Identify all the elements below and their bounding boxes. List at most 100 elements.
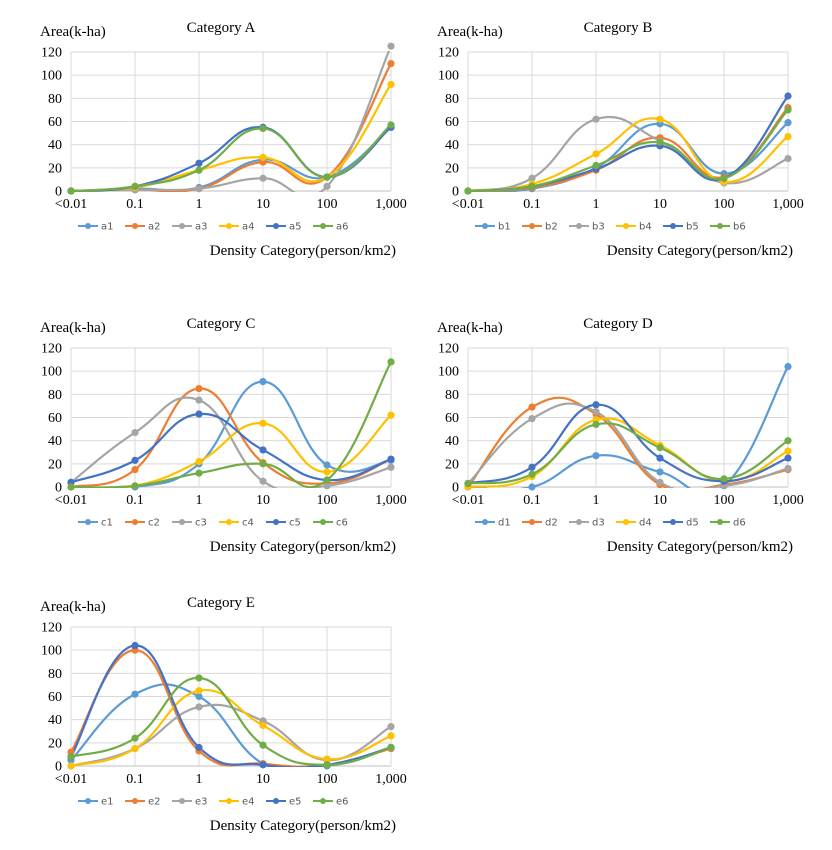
y-tick-label: 40	[48, 434, 62, 449]
y-tick-label: 40	[48, 138, 62, 153]
data-point-e5	[131, 641, 139, 650]
y-tick-label: 0	[452, 481, 459, 496]
legend-label: c4	[242, 518, 254, 529]
y-tick-label: 100	[41, 644, 62, 659]
data-point-c6	[67, 483, 75, 491]
legend-label: a6	[336, 222, 349, 233]
plot-area	[467, 366, 789, 488]
data-point-e4	[259, 721, 267, 730]
y-tick-label: 120	[438, 46, 459, 61]
data-point-a6	[259, 124, 267, 133]
series-line-c5	[70, 412, 392, 484]
data-point-c5	[259, 446, 267, 454]
y-tick-label: 0	[55, 185, 62, 200]
data-point-d3	[656, 478, 664, 486]
data-point-d5	[528, 463, 536, 471]
legend-marker	[132, 223, 138, 229]
x-tick-label: 10	[653, 197, 667, 212]
series-line-e2	[70, 649, 392, 767]
x-tick-label: 100	[317, 772, 338, 787]
legend-label: a2	[148, 222, 161, 233]
legend: d1 d2 d3 d4 d5 d6	[475, 518, 746, 529]
y-tick-label: 80	[48, 388, 62, 403]
series-line-b5	[467, 95, 789, 192]
legend-label: b4	[639, 222, 652, 233]
x-tick-label: <0.01	[452, 197, 484, 212]
data-point-b6	[784, 106, 792, 114]
legend-marker	[273, 223, 279, 229]
y-tick-label: 120	[41, 46, 62, 61]
data-point-d1	[656, 468, 664, 476]
data-point-b3	[528, 174, 536, 182]
y-tick-label: 20	[48, 457, 62, 472]
data-point-e6	[195, 674, 203, 682]
legend-marker	[85, 798, 91, 804]
data-point-c6	[195, 469, 203, 477]
legend-marker	[273, 519, 279, 525]
legend-marker	[717, 519, 723, 525]
data-point-c3	[131, 428, 139, 437]
x-axis-label: Density Category(person/km2)	[210, 818, 396, 834]
data-point-c1	[323, 461, 331, 469]
y-tick-label: 0	[55, 481, 62, 496]
data-point-e1	[131, 690, 139, 698]
data-point-d6	[464, 479, 472, 488]
plot-area	[70, 361, 392, 488]
x-tick-label: 100	[714, 493, 735, 508]
data-point-a3	[323, 182, 331, 190]
legend-marker	[529, 223, 535, 229]
data-point-d6	[656, 444, 664, 452]
data-point-a3	[259, 174, 267, 182]
legend-marker	[273, 798, 279, 804]
chart-title: Category D	[583, 316, 653, 332]
data-point-c6	[387, 358, 395, 366]
y-tick-label: 60	[445, 411, 459, 426]
data-point-d1	[528, 483, 536, 491]
y-tick-label: 120	[438, 342, 459, 357]
series-line-e6	[70, 676, 392, 766]
y-tick-label: 20	[48, 161, 62, 176]
data-point-c4	[259, 419, 267, 427]
chart-title: Category E	[187, 595, 255, 611]
data-point-d5	[656, 454, 664, 462]
y-tick-label: 0	[452, 185, 459, 200]
legend-marker	[717, 223, 723, 229]
y-axis-label: Area(k-ha)	[40, 24, 106, 40]
legend-label: a3	[195, 222, 208, 233]
y-axis-label: Area(k-ha)	[437, 24, 503, 40]
data-point-d5	[784, 454, 792, 462]
data-point-d3	[592, 408, 600, 416]
y-tick-label: 80	[445, 92, 459, 107]
data-point-b3	[592, 115, 600, 123]
data-point-e6	[259, 741, 267, 749]
data-point-a3	[387, 42, 395, 50]
legend-marker	[179, 223, 185, 229]
data-point-e6	[387, 743, 395, 752]
legend-marker	[670, 519, 676, 525]
data-point-a6	[195, 166, 203, 174]
data-point-c6	[323, 476, 331, 484]
x-tick-label: 0.1	[126, 772, 144, 787]
legend-label: e6	[336, 797, 349, 808]
legend-label: e2	[148, 797, 161, 808]
y-tick-label: 40	[445, 138, 459, 153]
data-point-b4	[784, 132, 792, 141]
chart-panel: 0 20 40 60 80 100 120 <0.01 0.1 1 10 100 1,000 Catego…	[40, 20, 407, 259]
x-tick-label: 0.1	[523, 493, 541, 508]
data-point-c4	[323, 468, 331, 476]
chart-panel: 0 20 40 60 80 100 120 <0.01 0.1 1 10 100 1,000 Catego…	[437, 20, 804, 259]
data-point-d2	[528, 403, 536, 411]
legend-label: d2	[545, 518, 558, 529]
data-point-d6	[528, 470, 536, 478]
data-point-c6	[259, 460, 267, 468]
data-point-b5	[784, 92, 792, 100]
data-point-e4	[131, 745, 139, 753]
chart-title: Category C	[187, 316, 256, 332]
y-tick-label: 100	[41, 365, 62, 380]
x-tick-label: 100	[317, 197, 338, 212]
x-tick-label: <0.01	[55, 197, 87, 212]
legend-label: d4	[639, 518, 652, 529]
data-point-e4	[323, 755, 331, 763]
legend-label: a5	[289, 222, 302, 233]
